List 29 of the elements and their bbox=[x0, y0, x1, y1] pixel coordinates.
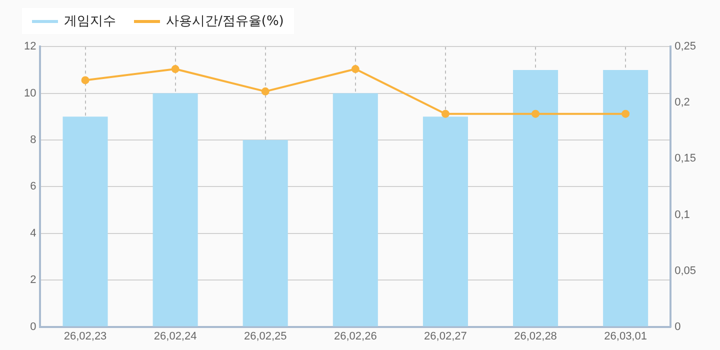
y2-tick-label: 0,15 bbox=[674, 152, 696, 165]
x-tick-label: 26,03,01 bbox=[604, 330, 647, 342]
point bbox=[622, 110, 630, 118]
x-tick-label: 26,02,28 bbox=[514, 330, 557, 342]
y2-tick-label: 0,2 bbox=[674, 96, 690, 109]
y2-tick-label: 0,25 bbox=[674, 40, 696, 53]
legend-label: 사용시간/점유율(%) bbox=[166, 13, 284, 30]
y-tick-label: 12 bbox=[24, 40, 36, 53]
point bbox=[351, 65, 360, 74]
y-tick-label: 8 bbox=[30, 134, 36, 146]
y2-tick-label: 0,1 bbox=[674, 208, 690, 221]
legend-label: 게임지수 bbox=[64, 13, 116, 30]
x-tick-label: 26,02,24 bbox=[154, 330, 197, 342]
point bbox=[81, 76, 90, 84]
x-tick-label: 26,02,23 bbox=[64, 330, 107, 342]
point bbox=[532, 110, 540, 118]
point bbox=[261, 87, 270, 96]
point bbox=[441, 110, 450, 118]
y-tick-label: 0 bbox=[30, 320, 36, 333]
x-tick-label: 26,02,25 bbox=[244, 330, 287, 342]
point bbox=[171, 65, 180, 74]
x-tick-label: 26,02,27 bbox=[424, 330, 467, 342]
y-tick-label: 10 bbox=[24, 87, 36, 100]
y2-tick-label: 0 bbox=[674, 320, 681, 333]
y2-tick-label: 0,05 bbox=[674, 264, 696, 277]
x-tick-label: 26,02,26 bbox=[334, 330, 377, 342]
y-tick-label: 2 bbox=[30, 274, 36, 286]
y-tick-label: 6 bbox=[30, 180, 36, 193]
y-tick-label: 4 bbox=[30, 227, 36, 240]
